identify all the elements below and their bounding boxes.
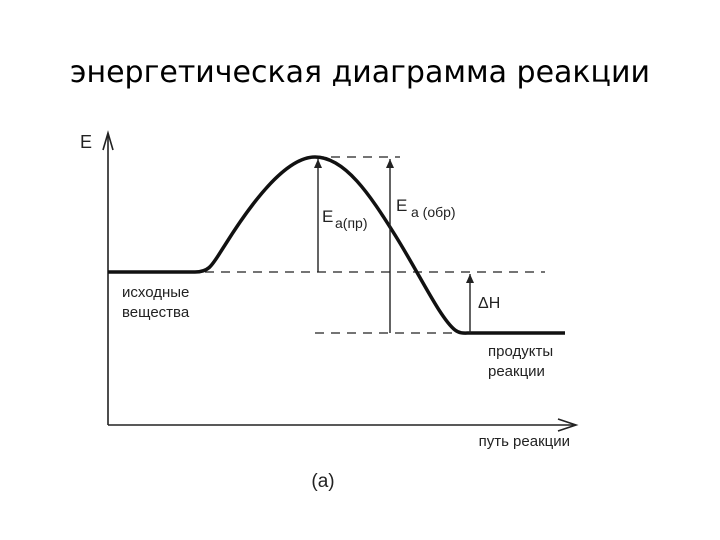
ea-reverse-main: E xyxy=(396,196,407,215)
y-axis-label: E xyxy=(80,132,92,152)
delta-h-label: ΔH xyxy=(478,295,500,312)
y-axis-arrow xyxy=(102,130,114,151)
reactants-label: исходные xyxy=(122,284,189,301)
caption: (а) xyxy=(311,471,334,492)
ea-reverse-sub: а (обр) xyxy=(411,204,456,220)
x-axis-label: путь реакции xyxy=(479,433,570,450)
ea-forward-sub: а(пр) xyxy=(335,215,367,231)
reactants-label: вещества xyxy=(122,304,190,321)
products-label: реакции xyxy=(488,363,545,380)
products-label: продукты xyxy=(488,343,553,360)
energy-curve xyxy=(108,155,565,335)
x-axis-arrow xyxy=(557,418,579,432)
ea-forward-main: E xyxy=(322,207,333,226)
title: энергетическая диаграмма реакции xyxy=(70,55,650,90)
